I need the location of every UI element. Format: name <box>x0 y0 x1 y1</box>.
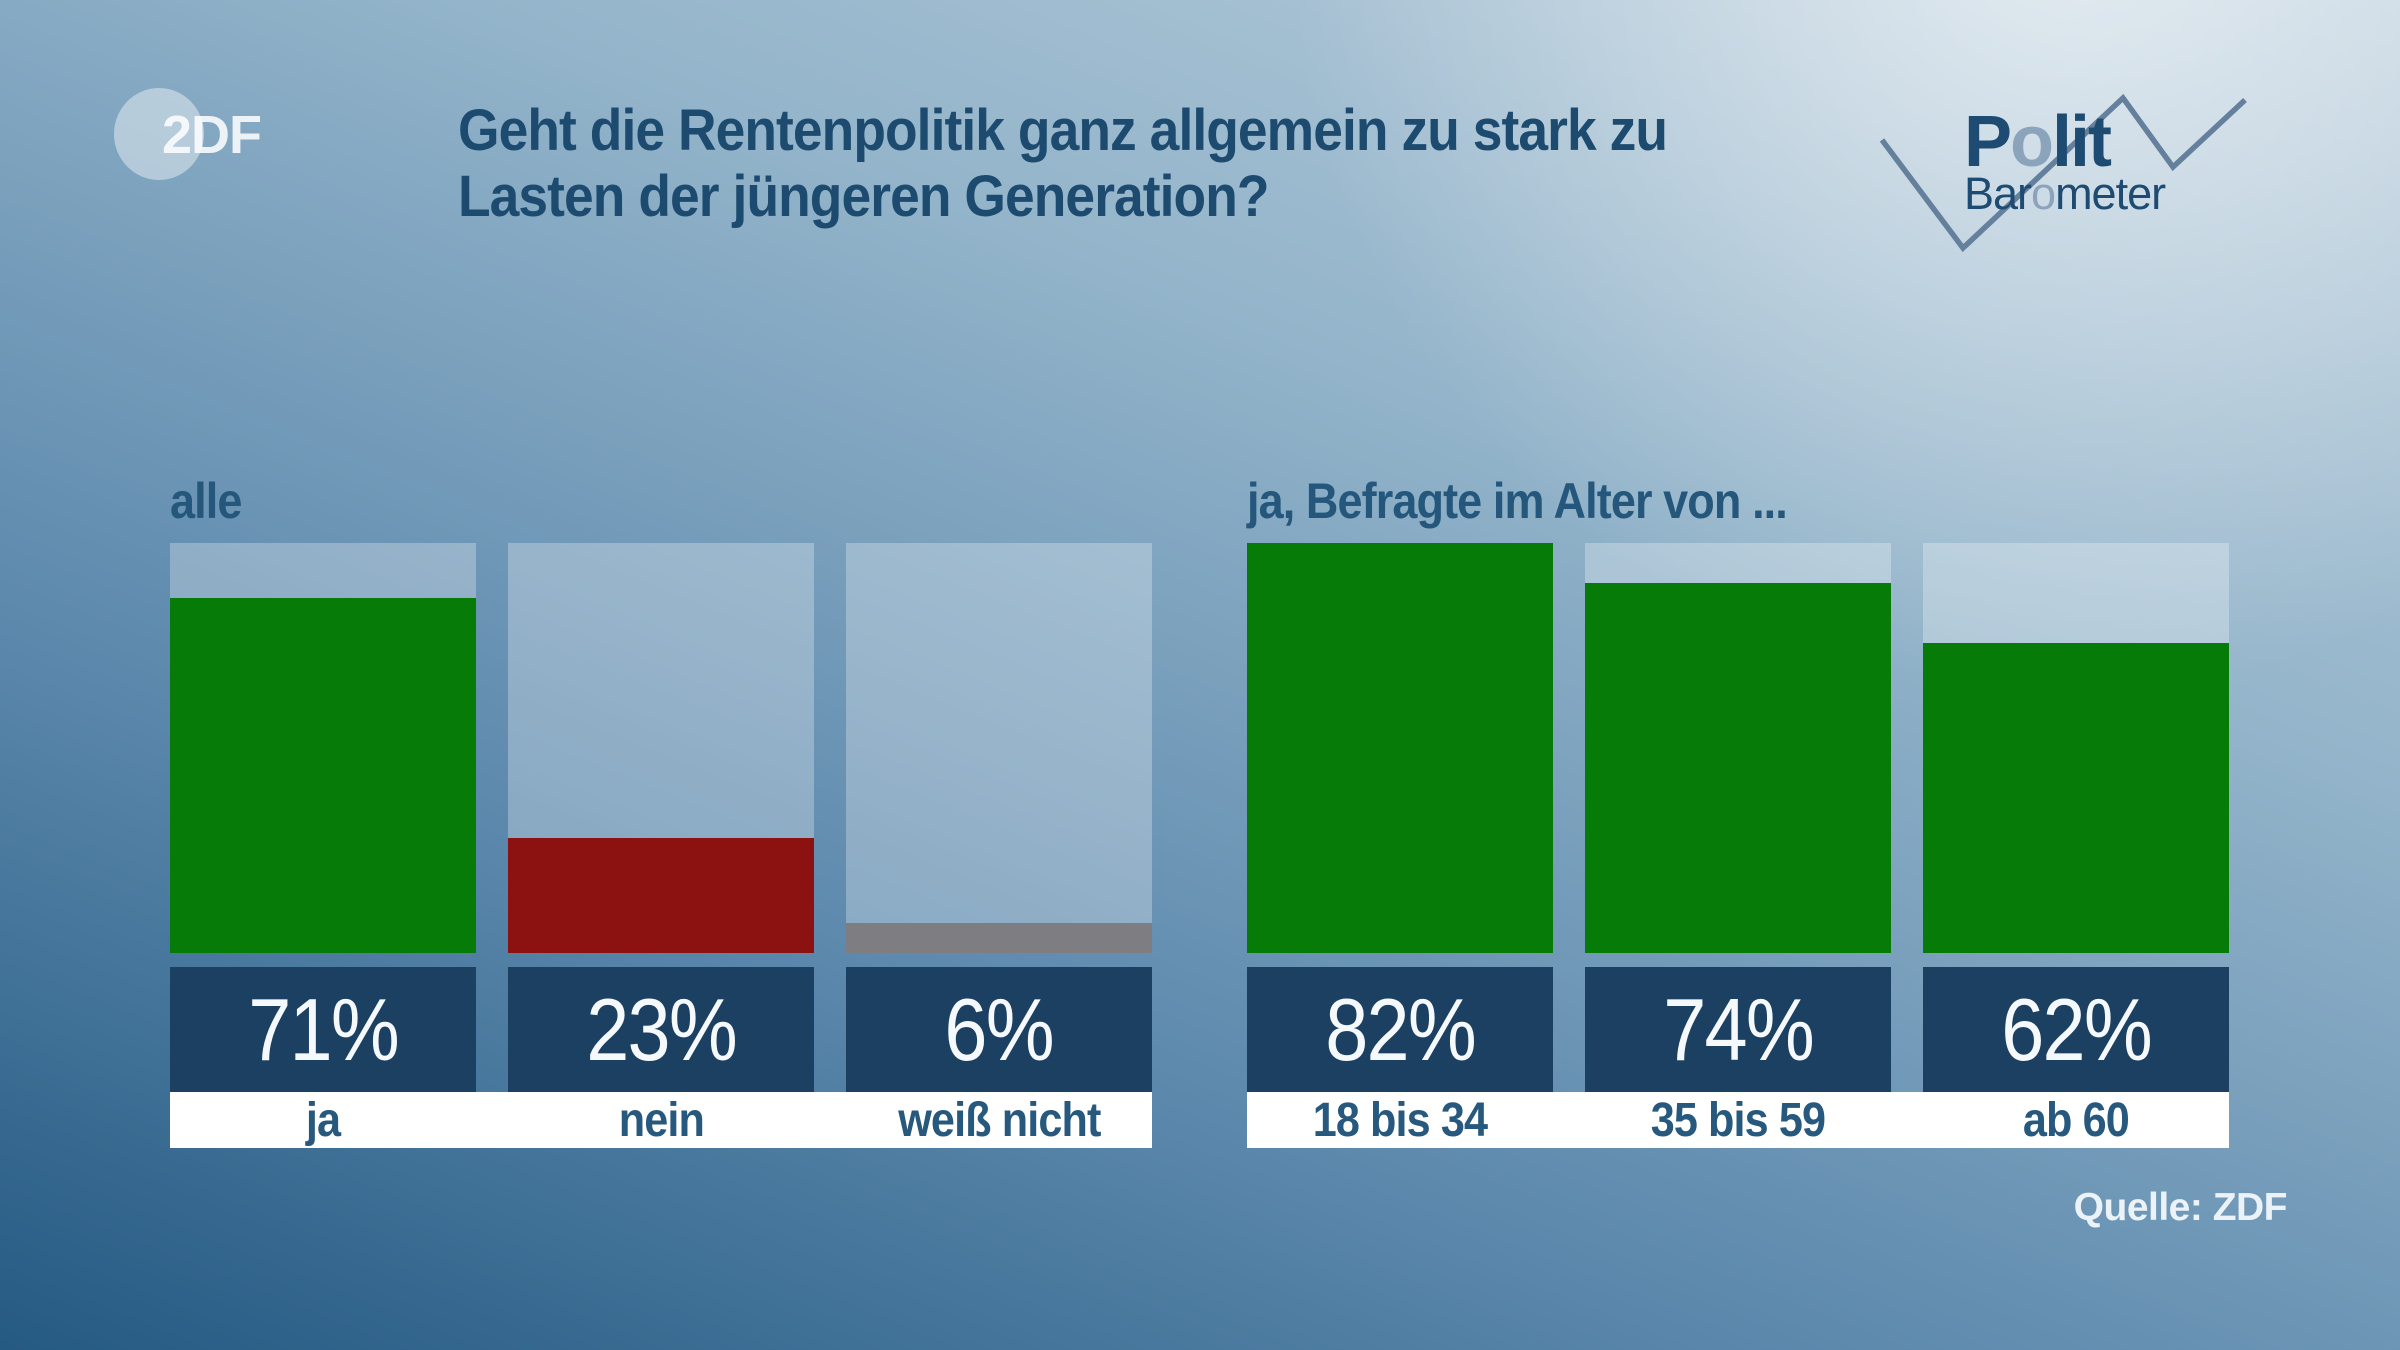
category-label-band <box>170 1092 1152 1148</box>
page-title-line1: Geht die Rentenpolitik ganz allgemein zu… <box>458 98 1668 163</box>
category-label: ab 60 <box>1923 1092 2229 1148</box>
bar-fill <box>508 838 814 953</box>
bar-track <box>170 543 476 953</box>
bar-fill <box>170 598 476 953</box>
bar-group: alle 71% ja 23% nein 6% weiß nicht <box>170 474 1152 1158</box>
category-label: 35 bis 59 <box>1585 1092 1891 1148</box>
value-box: 82% <box>1247 967 1553 1092</box>
zdf-logo-circle <box>114 88 204 180</box>
value-box: 6% <box>846 967 1152 1092</box>
category-label-text: 18 bis 34 <box>1312 1093 1488 1147</box>
value-label: 62% <box>2001 979 2152 1079</box>
bar-fill <box>1585 583 1891 953</box>
bar-track <box>1247 543 1553 953</box>
brand-barometer: Barometer <box>1964 168 2166 219</box>
value-label: 6% <box>944 979 1055 1079</box>
group-label: alle <box>170 473 242 529</box>
bar-fill <box>1923 643 2229 953</box>
brand-baro-rest: meter <box>2055 168 2166 219</box>
zigzag-line-icon <box>1879 93 2247 253</box>
bar-track <box>1585 543 1891 953</box>
group-label: ja, Befragte im Alter von ... <box>1247 473 1788 529</box>
category-label: nein <box>508 1092 814 1148</box>
value-label: 82% <box>1325 979 1476 1079</box>
value-label: 71% <box>248 979 399 1079</box>
value-label: 23% <box>586 979 737 1079</box>
value-label: 74% <box>1663 979 1814 1079</box>
brand-polit-rest: lit <box>2052 102 2112 182</box>
source-label: Quelle: ZDF <box>2073 1186 2288 1229</box>
bar-track <box>846 543 1152 953</box>
value-box: 62% <box>1923 967 2229 1092</box>
brand-polit-o: o <box>2010 102 2054 182</box>
category-label-text: weiß nicht <box>897 1093 1101 1147</box>
category-label-band <box>1247 1092 2229 1148</box>
brand-baro-pre: Bar <box>1964 168 2032 219</box>
bar-chart: alle 71% ja 23% nein 6% weiß nicht ja, Befragte… <box>0 474 2400 1158</box>
value-box: 23% <box>508 967 814 1092</box>
category-label-text: 35 bis 59 <box>1650 1093 1826 1147</box>
brand-polit: Polit <box>1964 106 2112 178</box>
bar-fill <box>846 923 1152 953</box>
bar-fill <box>1247 543 1553 953</box>
value-box: 74% <box>1585 967 1891 1092</box>
category-label: ja <box>170 1092 476 1148</box>
page-title-line2: Lasten der jüngeren Generation? <box>458 164 1269 229</box>
page-title: Geht die Rentenpolitik ganz allgemein zu… <box>458 98 1668 230</box>
zdf-logo: 2DF <box>114 88 414 188</box>
category-label-text: nein <box>618 1093 704 1147</box>
brand-baro-o: o <box>2031 168 2056 219</box>
bar-track <box>1923 543 2229 953</box>
politbarometer-logo: Polit Barometer <box>1855 70 2275 300</box>
category-label-text: ja <box>305 1093 341 1147</box>
value-box: 71% <box>170 967 476 1092</box>
bar-group: ja, Befragte im Alter von ... 82% 18 bis 3… <box>1247 474 2229 1158</box>
category-label: weiß nicht <box>846 1092 1152 1148</box>
category-label-text: ab 60 <box>2023 1093 2130 1147</box>
zdf-logo-text: 2DF <box>162 105 262 165</box>
category-label: 18 bis 34 <box>1247 1092 1553 1148</box>
bar-track <box>508 543 814 953</box>
brand-polit-p: P <box>1964 102 2012 182</box>
